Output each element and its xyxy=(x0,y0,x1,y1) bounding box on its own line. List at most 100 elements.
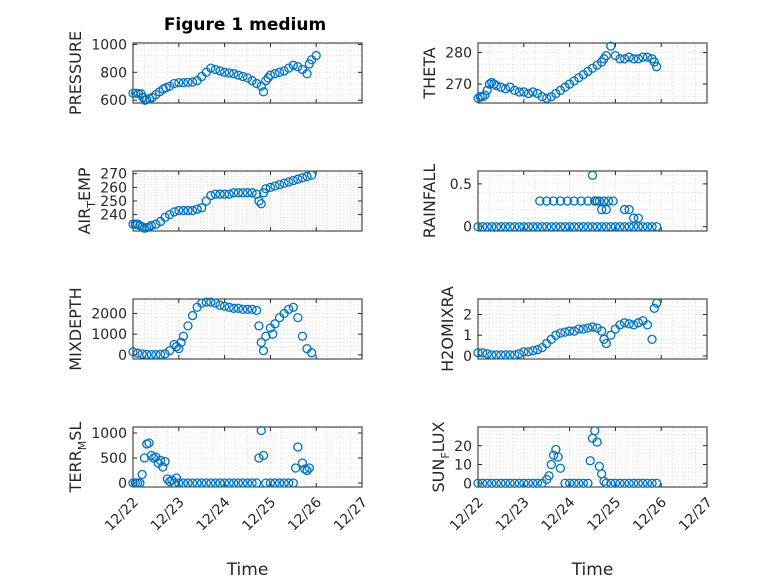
rainfall-point xyxy=(491,222,501,232)
terr_msl-point xyxy=(288,478,298,488)
h2omixra-plot-area xyxy=(478,299,707,359)
sun_flux-point xyxy=(601,478,611,488)
pressure-point xyxy=(247,76,257,86)
sun_flux-point xyxy=(569,478,579,488)
pressure-point xyxy=(215,66,225,76)
pressure-point xyxy=(224,68,234,78)
sun_flux-xtick-label: 12/25 xyxy=(584,495,624,535)
sun_flux-xtick-label: 12/26 xyxy=(630,494,670,534)
sun_flux-point xyxy=(610,478,621,488)
terr_msl-point xyxy=(242,478,253,488)
terr_msl-xlabel: Time xyxy=(226,560,269,580)
theta-point xyxy=(491,80,501,91)
terr_msl-point xyxy=(261,478,271,488)
rainfall-point xyxy=(542,222,552,232)
terr_msl-point xyxy=(137,469,147,480)
mixdepth-point xyxy=(258,346,269,356)
sun_flux-point xyxy=(583,478,593,488)
mixdepth-ytick-label: 0 xyxy=(118,348,127,364)
h2omixra-point xyxy=(642,320,653,330)
sun_flux-point xyxy=(560,478,570,488)
sun_flux-point xyxy=(633,478,643,488)
rainfall-point xyxy=(629,213,639,223)
air_temp-point xyxy=(183,205,193,216)
rainfall-axes: 0 0.5 RAINFALL xyxy=(420,164,708,239)
h2omixra-point xyxy=(551,330,561,340)
terr_msl-point xyxy=(210,478,221,488)
terr_msl-point xyxy=(247,478,257,488)
pressure-point xyxy=(311,50,321,61)
theta-point xyxy=(638,52,648,62)
mixdepth-point xyxy=(146,350,156,360)
mixdepth-point xyxy=(197,298,207,308)
air_temp-ytick-label: 260 xyxy=(100,180,127,196)
mixdepth-point xyxy=(128,347,138,357)
pressure-point xyxy=(302,69,312,79)
air_temp-point xyxy=(293,174,303,184)
h2omixra-point xyxy=(615,320,625,330)
mixdepth-point xyxy=(176,337,186,348)
mixdepth-point xyxy=(201,297,211,307)
theta-point xyxy=(514,87,524,97)
rainfall-point xyxy=(587,222,598,232)
mixdepth-point xyxy=(297,331,308,341)
rainfall-point xyxy=(597,204,607,215)
sun_flux-point xyxy=(496,478,506,488)
air_temp-ytick-label: 240 xyxy=(100,208,127,224)
theta-point xyxy=(624,52,634,62)
sun_flux-point xyxy=(528,478,538,488)
theta-point xyxy=(578,69,588,80)
rainfall-point xyxy=(592,196,602,206)
terr_msl-point xyxy=(279,478,289,488)
theta-point xyxy=(651,62,662,72)
theta-point xyxy=(619,54,630,64)
terr_msl-ytick-label: 1000 xyxy=(91,426,127,442)
mixdepth-frame xyxy=(132,298,363,360)
h2omixra-point xyxy=(597,326,607,336)
pressure-point xyxy=(284,63,294,73)
mixdepth-ytick-label: 1000 xyxy=(91,327,127,343)
theta-point xyxy=(574,73,584,83)
terr_msl-point xyxy=(201,478,211,488)
air_temp-point xyxy=(201,196,211,206)
sun_flux-point xyxy=(651,478,662,488)
terr_msl-axes: 0 500 1000 12/22 12/23 12/24 12/25 12/26 12/27 TE… xyxy=(66,422,371,580)
h2omixra-point xyxy=(624,319,634,329)
air_temp-point xyxy=(160,212,170,223)
pressure-ytick-label: 1000 xyxy=(91,37,127,53)
rainfall-point xyxy=(562,196,572,206)
mixdepth-point xyxy=(151,350,161,360)
theta-point xyxy=(496,82,506,92)
mixdepth-point xyxy=(306,348,317,358)
pressure-point xyxy=(178,78,189,88)
air_temp-point xyxy=(247,188,257,198)
air_temp-plot-area xyxy=(133,171,362,231)
rainfall-ylabel: RAINFALL xyxy=(420,164,439,239)
pressure-point xyxy=(206,63,216,73)
theta-point xyxy=(615,54,625,64)
theta-point xyxy=(500,84,511,94)
theta-point xyxy=(477,92,488,102)
sun_flux-point xyxy=(509,478,520,488)
sun_flux-point xyxy=(642,478,653,488)
sun_flux-point xyxy=(532,478,543,488)
air_temp-point xyxy=(261,184,271,194)
pressure-ylabel: PRESSURE xyxy=(66,31,85,115)
air_temp-ytick-label: 270 xyxy=(100,167,127,183)
theta-point xyxy=(528,87,538,97)
rainfall-point xyxy=(642,222,653,232)
rainfall-point xyxy=(546,222,556,232)
mixdepth-point xyxy=(155,349,166,360)
theta-point xyxy=(487,77,497,88)
rainfall-point xyxy=(555,222,566,232)
mixdepth-point xyxy=(137,349,147,359)
mixdepth-point xyxy=(242,304,253,314)
air_temp-point xyxy=(215,189,225,199)
theta-point xyxy=(482,85,492,96)
theta-point xyxy=(551,88,561,99)
theta-point xyxy=(523,88,534,99)
sun_flux-xtick-label: 12/22 xyxy=(447,495,487,535)
mixdepth-axes: 0 1000 2000 MIXDEPTH xyxy=(66,287,363,371)
sun_flux-point xyxy=(615,478,625,488)
